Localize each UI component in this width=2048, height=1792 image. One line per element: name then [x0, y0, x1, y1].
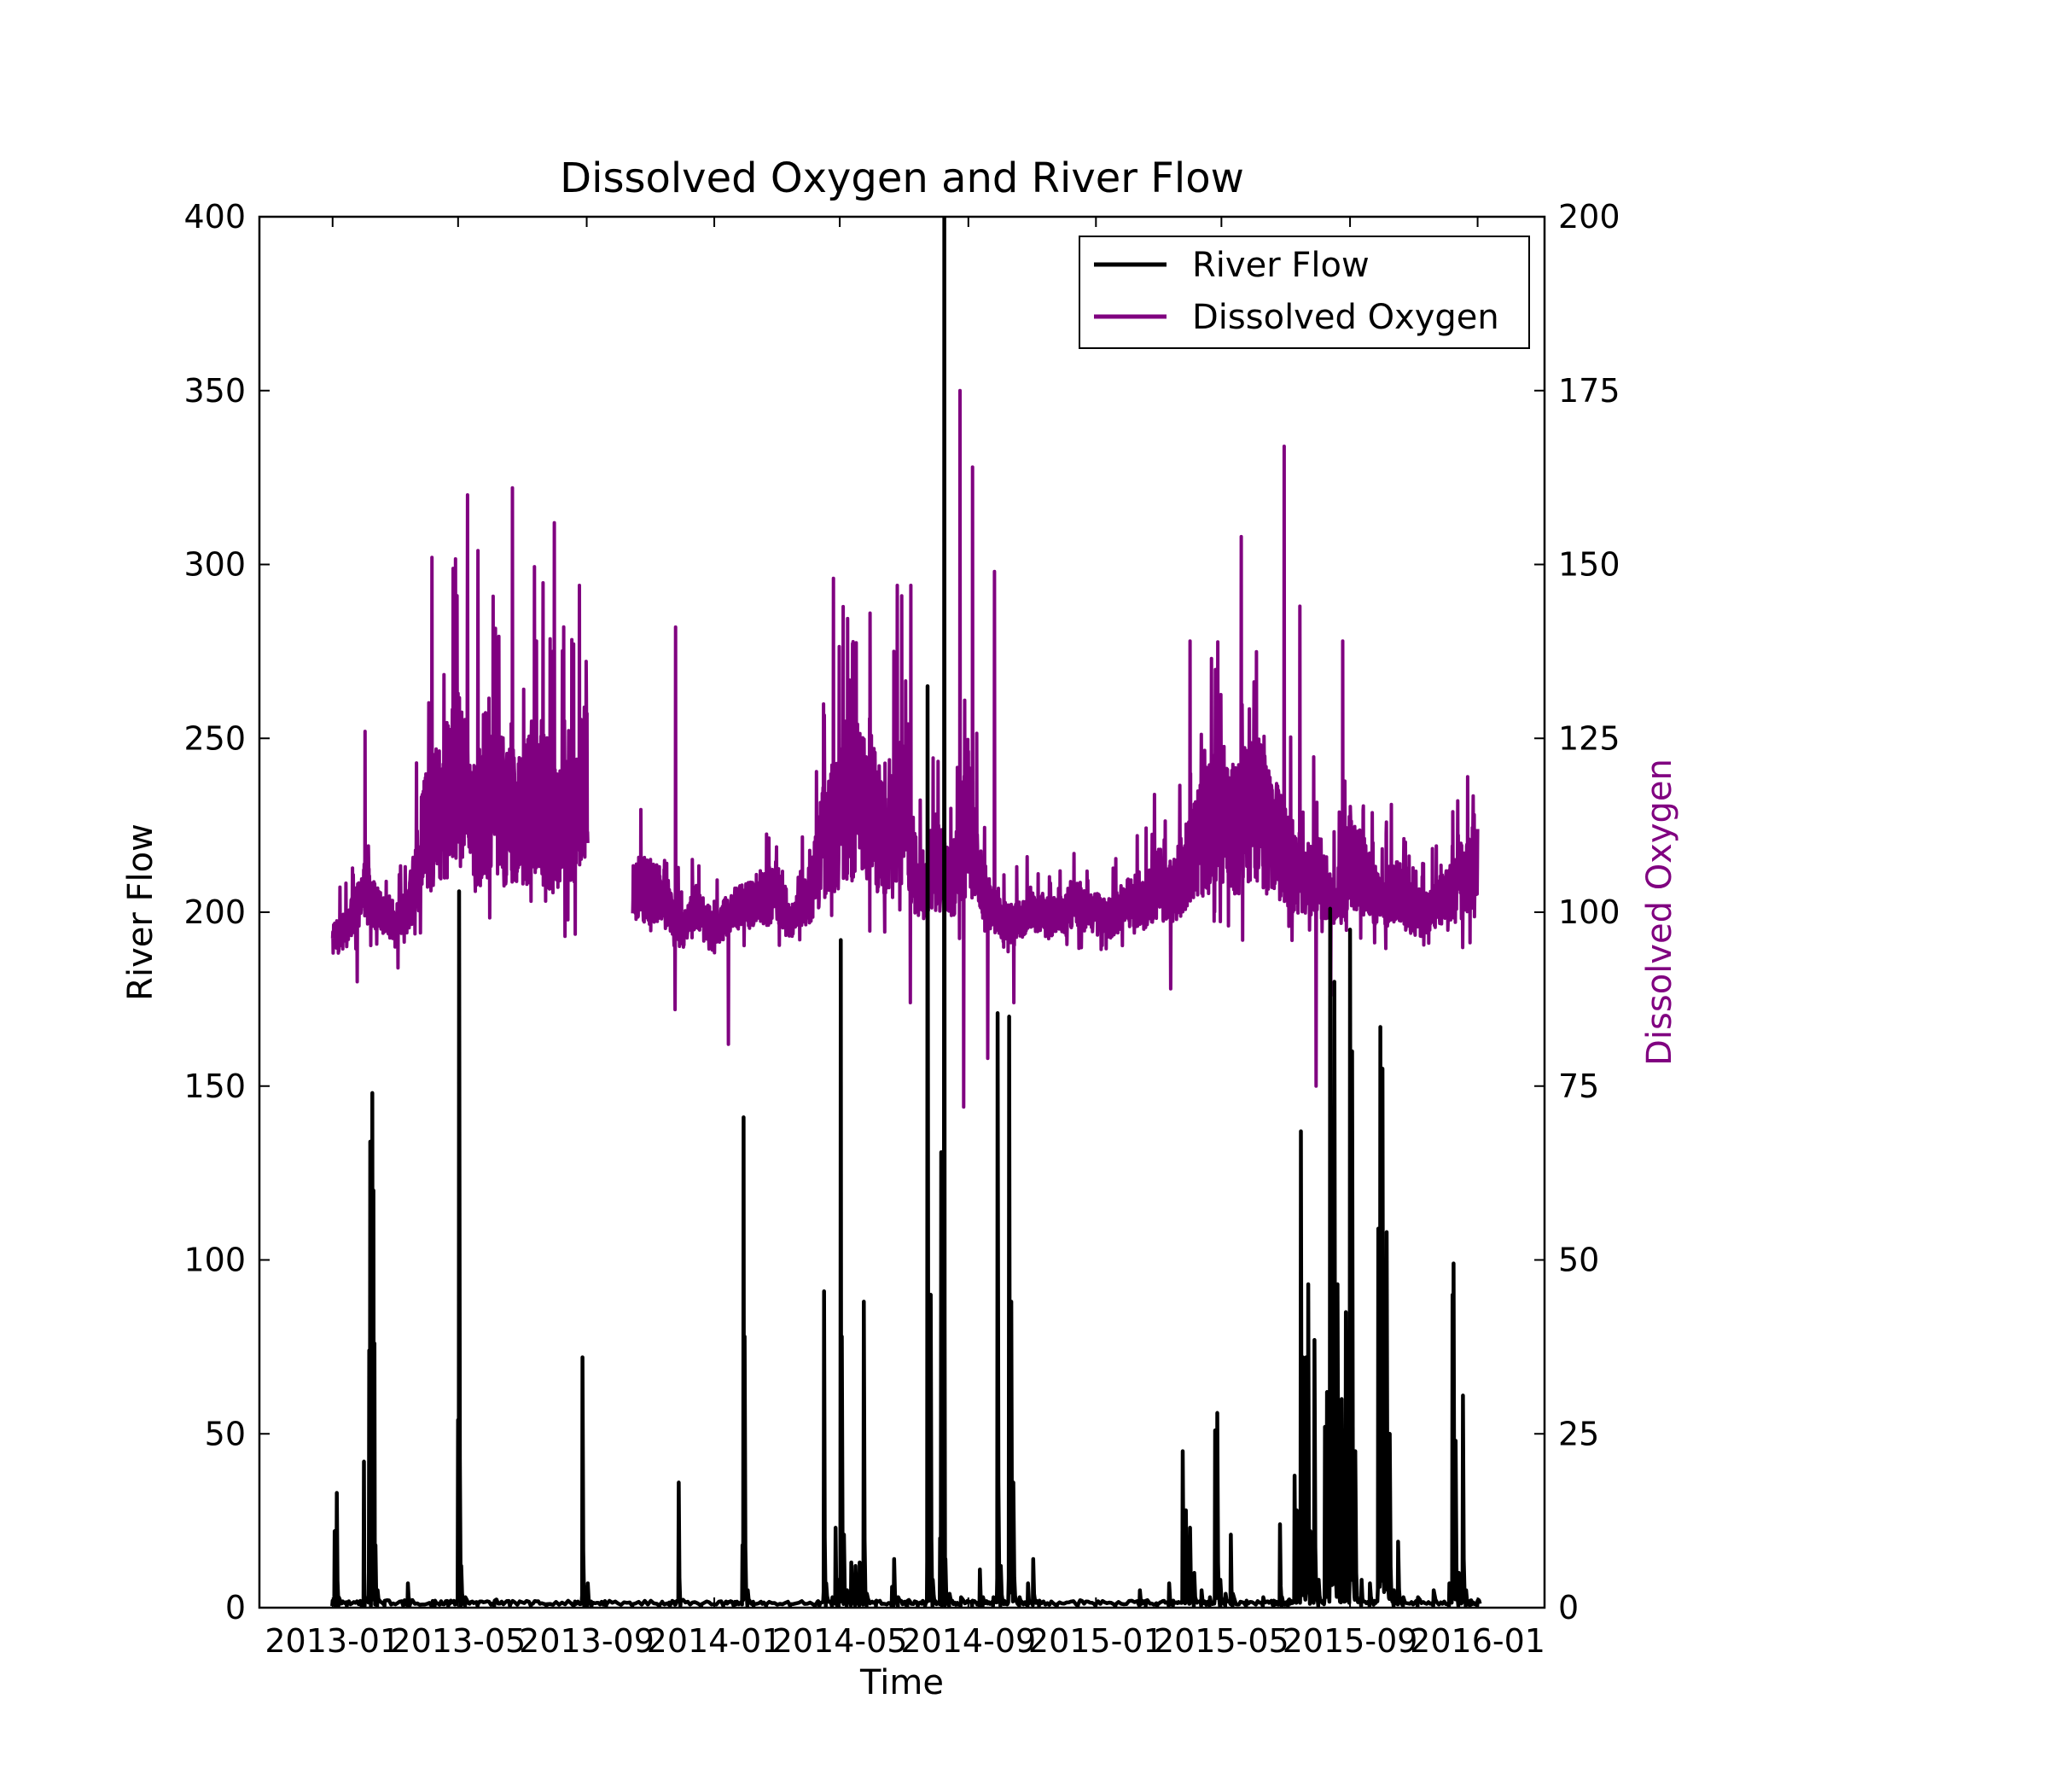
legend-label-dissolved-oxygen: Dissolved Oxygen	[1192, 298, 1499, 337]
y-axis-label: River Flow	[121, 823, 160, 1001]
dissolved-oxygen-layer	[330, 388, 1480, 1109]
x-tick-label: 2013-01	[265, 1622, 400, 1660]
y2-tick-label: 200	[1558, 198, 1620, 236]
x-axis-label: Time	[859, 1663, 944, 1702]
dissolved-oxygen-line	[330, 486, 590, 984]
x-tick-label: 2013-05	[390, 1622, 526, 1660]
y-tick-label: 200	[183, 893, 246, 931]
y-tick-label: 350	[183, 372, 246, 410]
y2-tick-label: 0	[1558, 1589, 1579, 1626]
y-tick-label: 0	[225, 1589, 246, 1626]
legend-box	[1079, 236, 1530, 349]
legend: River Flow Dissolved Oxygen	[1079, 236, 1530, 349]
y-axis-left: 0 50 100 150 200 250 300 350 400	[183, 198, 270, 1626]
y2-tick-label: 150	[1558, 546, 1620, 584]
river-flow-line	[330, 217, 1482, 1608]
x-tick-label: 2013-09	[519, 1622, 655, 1660]
y-tick-label: 250	[183, 719, 246, 757]
y2-tick-label: 175	[1558, 372, 1620, 410]
y2-tick-label: 75	[1558, 1068, 1599, 1105]
x-tick-label: 2014-09	[900, 1622, 1036, 1660]
legend-label-river-flow: River Flow	[1192, 246, 1370, 285]
y-tick-label: 150	[183, 1068, 246, 1105]
dissolved-oxygen-line	[631, 388, 1480, 1109]
x-tick-label: 2015-09	[1283, 1622, 1418, 1660]
x-axis: 2013-012013-052013-092014-012014-052014-…	[265, 217, 1545, 1660]
y-tick-label: 50	[205, 1415, 246, 1452]
y-tick-label: 400	[183, 198, 246, 236]
chart-title: Dissolved Oxygen and River Flow	[560, 154, 1244, 202]
y2-axis-label: Dissolved Oxygen	[1640, 759, 1679, 1066]
river-flow-layer	[330, 217, 1482, 1608]
y2-tick-label: 25	[1558, 1415, 1599, 1452]
y2-tick-label: 125	[1558, 719, 1620, 757]
y-tick-label: 300	[183, 546, 246, 584]
y-axis-right: 0 25 50 75 100 125 150 175 200	[1534, 198, 1620, 1626]
x-tick-label: 2015-01	[1028, 1622, 1164, 1660]
y2-tick-label: 50	[1558, 1242, 1599, 1279]
x-tick-label: 2016-01	[1410, 1622, 1545, 1660]
x-tick-label: 2015-05	[1154, 1622, 1289, 1660]
y2-tick-label: 100	[1558, 893, 1620, 931]
y-tick-label: 100	[183, 1242, 246, 1279]
x-tick-label: 2014-01	[647, 1622, 783, 1660]
x-tick-label: 2014-05	[772, 1622, 908, 1660]
